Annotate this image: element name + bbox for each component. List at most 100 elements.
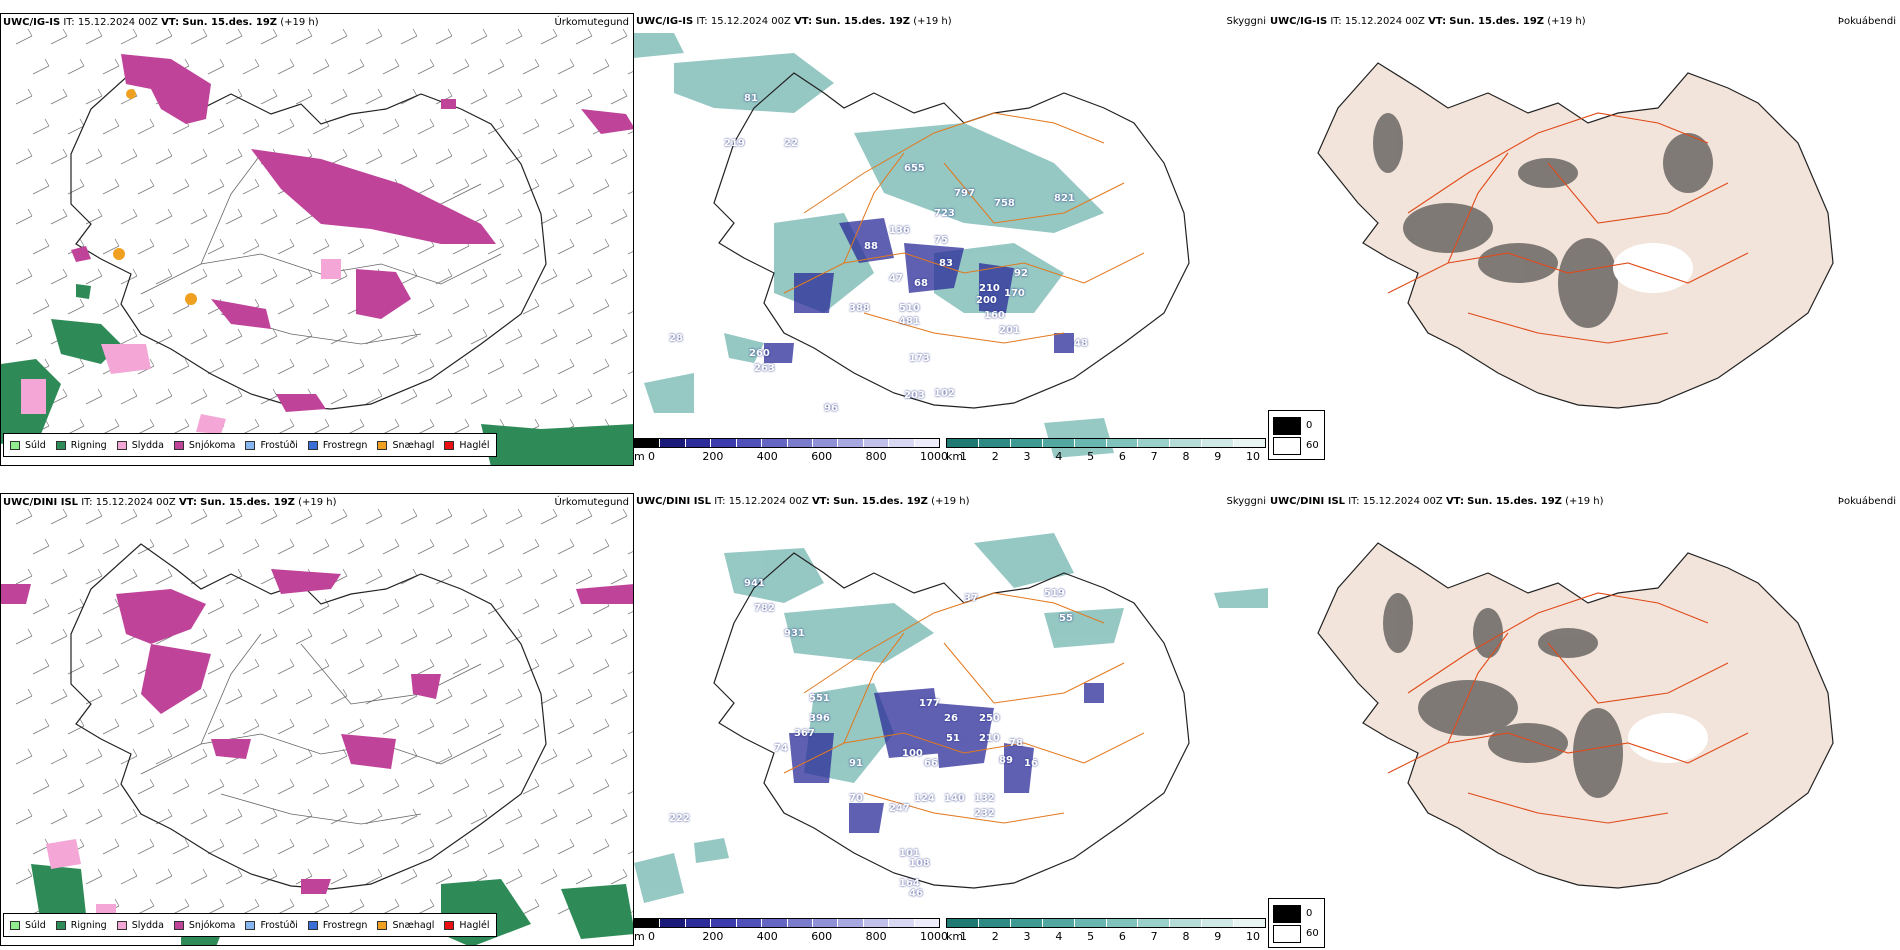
ceiling-value-label: 250 — [979, 713, 1000, 724]
legend-swatch — [116, 440, 127, 450]
ceiling-value-label: 28 — [669, 333, 683, 344]
snow-areas — [1, 569, 633, 894]
ceiling-value-label: 89 — [999, 755, 1013, 766]
ceiling-value-label: 96 — [824, 403, 838, 414]
precip-type-panel-top: UWC/IG-IS IT: 15.12.2024 00Z VT: Sun. 15… — [0, 13, 634, 466]
legend-item: Súld — [10, 920, 46, 931]
ceiling-value-label: 22 — [784, 138, 798, 149]
ceiling-value-label: 655 — [904, 163, 925, 174]
legend-swatch — [10, 920, 20, 930]
colorbar-tick: 400 — [756, 930, 778, 943]
legend-swatch — [245, 920, 256, 930]
ceiling-value-label: 821 — [1054, 193, 1075, 204]
colorbar-tick: 200 — [702, 450, 724, 463]
road-network — [1387, 112, 1749, 344]
ceiling-value-label: 51 — [946, 733, 960, 744]
ceiling-value-label: 396 — [809, 713, 830, 724]
legend-label: Frostregn — [322, 919, 368, 931]
road-network — [140, 633, 502, 825]
precip-map-bottom — [1, 508, 633, 945]
colorbar-tick: 4 — [1055, 450, 1063, 463]
panel-title: UWC/DINI ISL IT: 15.12.2024 00Z VT: Sun.… — [1270, 496, 1604, 507]
ceiling-value-label: 723 — [934, 208, 955, 219]
fog-panel-bottom: UWC/DINI ISL IT: 15.12.2024 00Z VT: Sun.… — [1268, 493, 1900, 946]
colorbar-unit: m — [634, 450, 645, 463]
legend-item: Súld — [10, 440, 46, 451]
colorbar-tick: 8 — [1182, 450, 1190, 463]
legend-label: Slydda — [131, 439, 164, 451]
legend-item: Slydda — [116, 439, 164, 451]
legend-swatch — [377, 920, 388, 930]
legend-label: Súld — [25, 439, 46, 451]
ceiling-value-label: 48 — [1074, 338, 1088, 349]
ceiling-value-label: 203 — [904, 390, 925, 401]
ceiling-value-label: 210 — [979, 283, 1000, 294]
ceiling-value-label: 201 — [999, 325, 1020, 336]
ceiling-value-label: 260 — [749, 348, 770, 359]
ceiling-value-label: 170 — [1004, 288, 1025, 299]
legend-item: Frostregn — [307, 919, 368, 931]
colorbar-tick: 2 — [991, 930, 999, 943]
colorbar-tick: 8 — [1182, 930, 1190, 943]
legend-item: Slydda — [116, 920, 164, 931]
legend-swatch — [116, 920, 127, 930]
ceiling-value-label: 481 — [899, 316, 920, 327]
ceiling-value-label: 46 — [909, 888, 923, 899]
legend-swatch — [173, 920, 184, 930]
legend-swatch — [10, 440, 20, 450]
colorbar-tick: 1 — [960, 450, 967, 463]
legend-swatch — [245, 440, 256, 450]
ceiling-value-label: 92 — [1014, 268, 1028, 279]
precip-type-label: Úrkomutegund — [554, 497, 629, 508]
snow-pellet-areas — [113, 89, 197, 364]
colorbar-tick: 600 — [811, 930, 833, 943]
legend-item: Rigning — [55, 440, 107, 451]
ceiling-colorbar-top: m 0 200 400 600 800 1000 — [634, 438, 954, 468]
ceiling-value-label: 74 — [774, 743, 788, 754]
ceiling-value-label: 510 — [899, 303, 920, 314]
legend-item: Haglél — [444, 919, 490, 931]
ceiling-value-label: 177 — [919, 698, 940, 709]
legend-item: Frostregn — [307, 440, 367, 451]
fog-legend-bottom: 0 60 — [1268, 898, 1325, 948]
colorbar-tick: 10 — [1246, 930, 1260, 943]
ceiling-value-label: 140 — [944, 793, 965, 804]
ceiling-value-label: 78 — [1009, 738, 1023, 749]
iceland-coastline — [70, 543, 547, 890]
ceiling-value-label: 68 — [914, 278, 928, 289]
road-network — [783, 112, 1145, 344]
rain-areas — [31, 864, 633, 945]
legend-label: Frostúði — [260, 919, 298, 931]
legend-item: Rigning — [55, 920, 107, 931]
ceiling-value-label: 75 — [934, 235, 948, 246]
legend-swatch — [377, 440, 388, 450]
colorbar-tick: 600 — [811, 450, 833, 463]
colorbar-tick: 800 — [865, 930, 887, 943]
legend-label: Snjókoma — [188, 439, 236, 451]
colorbar-tick: 4 — [1055, 930, 1063, 943]
legend-label: Haglél — [459, 919, 490, 931]
ceiling-value-label: 367 — [794, 728, 815, 739]
visibility-map-bottom — [634, 533, 1268, 903]
fog-clear-areas — [1628, 713, 1708, 763]
colorbar-tick: 3 — [1023, 930, 1031, 943]
visibility-label: Skyggni — [1226, 16, 1266, 27]
colorbar-tick: 9 — [1214, 930, 1222, 943]
sleet-areas — [21, 259, 341, 434]
ceiling-value-label: 200 — [976, 295, 997, 306]
colorbar-tick: 1 — [960, 930, 967, 943]
colorbar-unit: km — [946, 930, 964, 943]
colorbar-tick: 3 — [1023, 450, 1031, 463]
ceiling-value-label: 782 — [754, 603, 775, 614]
road-network — [783, 592, 1145, 824]
colorbar-unit: m — [634, 930, 645, 943]
fog-map-bottom — [1317, 542, 1834, 889]
visibility-map-top — [634, 33, 1190, 458]
ceiling-value-label: 83 — [939, 258, 953, 269]
panel-title: UWC/DINI ISL IT: 15.12.2024 00Z VT: Sun.… — [3, 497, 337, 508]
panel-title: UWC/IG-IS IT: 15.12.2024 00Z VT: Sun. 15… — [1270, 16, 1586, 27]
colorbar-tick: 6 — [1118, 930, 1126, 943]
legend-item: Snæhagl — [377, 440, 434, 451]
colorbar-tick: 0 — [648, 930, 655, 943]
colorbar-tick: 1000 — [920, 450, 948, 463]
